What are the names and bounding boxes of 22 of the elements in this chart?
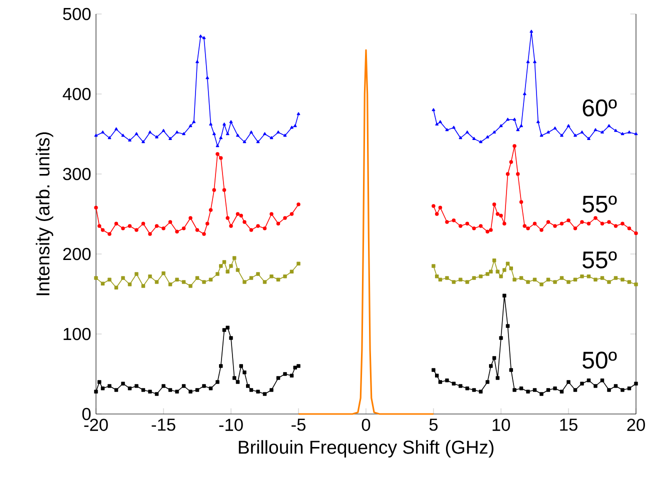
- line-series: [298, 49, 434, 415]
- x-tick-label: -15: [152, 418, 176, 431]
- x-tick-label: 10: [492, 418, 510, 431]
- x-tick-label: 0: [362, 418, 370, 431]
- y-tick-label: 400: [62, 88, 91, 100]
- y-tick-label: 0: [82, 408, 91, 420]
- x-tick-label: -20: [84, 418, 108, 431]
- y-tick-label: 500: [63, 8, 91, 20]
- y-tick-label: 200: [63, 248, 91, 260]
- x-tick-label: 5: [429, 418, 438, 431]
- y-tick-label: 300: [63, 168, 91, 180]
- series-label: 60º: [582, 99, 617, 116]
- y-axis-title: Intensity (arb. units): [36, 132, 54, 296]
- x-tick-label: -10: [219, 418, 243, 431]
- x-tick-label: 20: [627, 418, 645, 431]
- x-tick-label: 15: [560, 418, 578, 431]
- series-label: 55º: [582, 196, 617, 213]
- y-tick-label: 100: [64, 328, 91, 340]
- x-axis-title: Brillouin Frequency Shift (GHz): [238, 440, 494, 458]
- series-label: 50º: [582, 352, 617, 369]
- x-tick-label: -5: [292, 418, 306, 431]
- series-label: 55º: [582, 251, 617, 268]
